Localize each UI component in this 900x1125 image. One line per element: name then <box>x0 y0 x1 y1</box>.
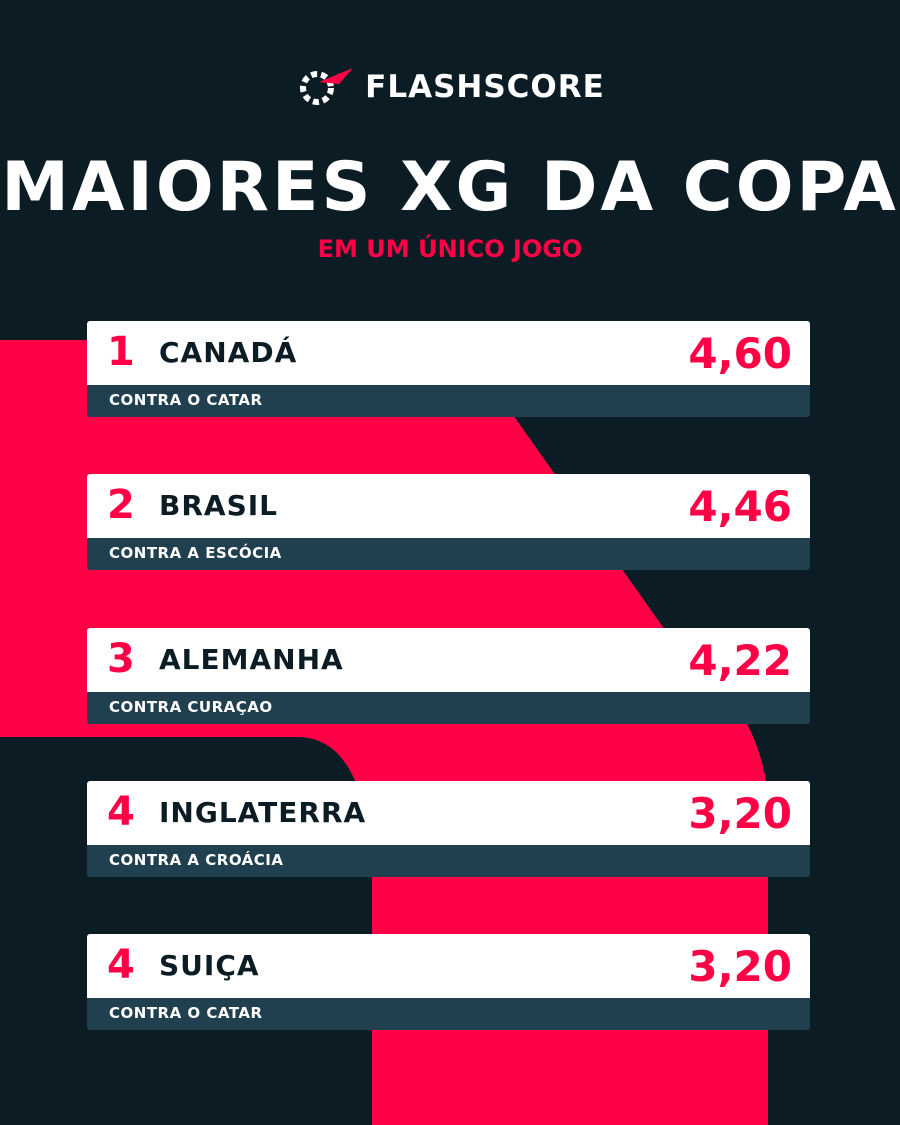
rank: 1 <box>107 329 135 375</box>
row-bar: 2 BRASIL 4,46 <box>87 474 810 539</box>
ranking-row: 4 INGLATERRA 3,20 CONTRA A CROÁCIA <box>87 780 810 877</box>
opponent: CONTRA CURAÇAO <box>87 691 810 724</box>
xg-value: 3,20 <box>688 788 792 838</box>
opponent: CONTRA A CROÁCIA <box>87 844 810 877</box>
opponent: CONTRA O CATAR <box>87 385 810 417</box>
title: MAIORES XG DA COPA <box>1 148 899 227</box>
row-bar: 3 ALEMANHA 4,22 <box>87 627 810 692</box>
ranking-row: 2 BRASIL 4,46 CONTRA A ESCÓCIA <box>87 474 810 571</box>
xg-value: 4,46 <box>688 482 792 532</box>
team-name: INGLATERRA <box>159 795 367 829</box>
rank: 2 <box>107 482 135 529</box>
rank: 4 <box>107 788 135 835</box>
ranking-row: 4 SUIÇA 3,20 CONTRA O CATAR <box>87 934 810 1031</box>
subtitle: EM UM ÚNICO JOGO <box>317 235 583 263</box>
row-bar: 1 CANADÁ 4,60 <box>87 321 810 385</box>
rank: 3 <box>107 635 135 682</box>
row-bar: 4 SUIÇA 3,20 <box>87 934 810 999</box>
opponent: CONTRA A ESCÓCIA <box>87 538 810 571</box>
team-name: CANADÁ <box>159 336 298 369</box>
rank: 4 <box>107 942 135 989</box>
team-name: SUIÇA <box>159 949 260 983</box>
xg-value: 3,20 <box>688 942 792 992</box>
xg-value: 4,60 <box>688 329 792 378</box>
team-name: ALEMANHA <box>159 642 344 676</box>
ranking-row: 1 CANADÁ 4,60 CONTRA O CATAR <box>87 321 810 417</box>
logo-icon <box>300 68 354 105</box>
xg-value: 4,22 <box>688 635 792 685</box>
row-bar: 4 INGLATERRA 3,20 <box>87 780 810 845</box>
brand: FLASHSCORE <box>365 69 605 105</box>
ranking-row: 3 ALEMANHA 4,22 CONTRA CURAÇAO <box>87 627 810 724</box>
logo: FLASHSCORE <box>0 62 900 112</box>
team-name: BRASIL <box>159 489 278 523</box>
opponent: CONTRA O CATAR <box>87 998 810 1031</box>
